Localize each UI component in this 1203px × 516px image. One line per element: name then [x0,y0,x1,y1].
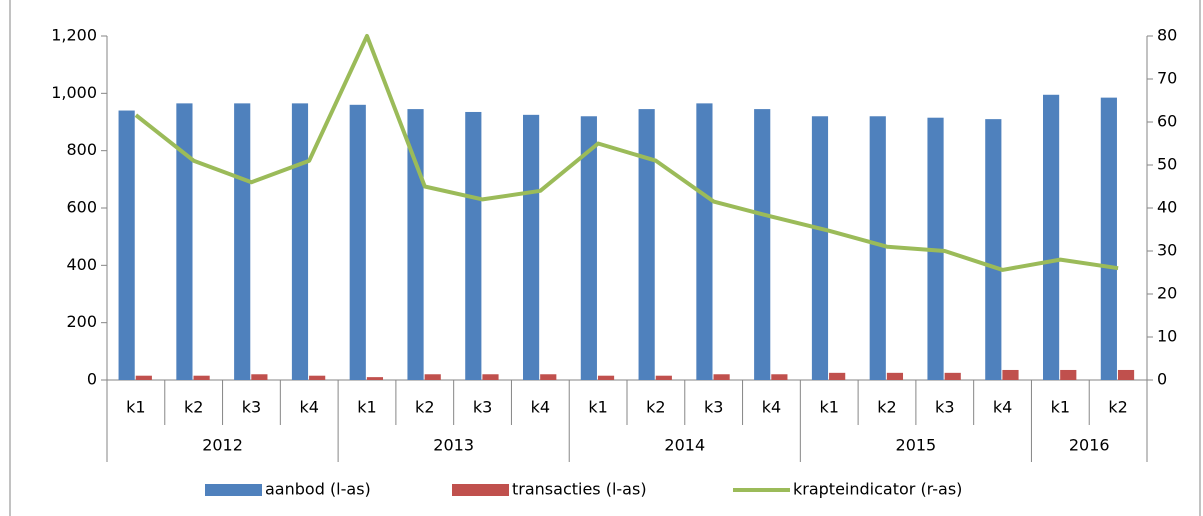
x-tick-label: k3 [242,398,261,417]
group-label: 2016 [1069,436,1110,455]
bar [771,374,788,380]
bar [1100,97,1117,380]
x-tick-label: k4 [531,398,550,417]
y2-tick-label: 20 [1157,284,1177,303]
y2-tick-label: 60 [1157,112,1177,131]
x-tick-label: k1 [819,398,838,417]
x-tick-label: k1 [588,398,607,417]
legend-label: aanbod (l-as) [265,480,371,499]
x-tick-label: k4 [299,398,318,417]
line [134,34,1119,272]
bar [638,109,655,380]
y2-tick-label: 70 [1157,69,1177,88]
bar [754,109,771,380]
bar [1117,369,1135,380]
bar [193,375,210,380]
y-tick-label: 400 [66,255,97,274]
legend-swatch [452,484,509,496]
x-tick-label: k2 [184,398,203,417]
bar [523,114,540,380]
bar [366,377,384,380]
x-tick-label: k2 [1108,398,1127,417]
legend-swatch [205,484,262,496]
bar [176,103,193,380]
bar [482,374,499,380]
bar [811,116,829,381]
y2-tick-label: 80 [1157,26,1177,45]
x-tick-label: k3 [704,398,723,417]
group-label: 2012 [202,436,243,455]
x-tick-label: k3 [473,398,492,417]
bar [696,103,713,380]
y2-tick-label: 40 [1157,198,1177,217]
y-tick-label: 1,000 [51,83,97,102]
x-tick-label: k1 [126,398,145,417]
y-tick-label: 0 [87,370,97,389]
group-label: 2013 [433,436,474,455]
bar [869,116,886,381]
x-tick-label: k1 [1051,398,1070,417]
group-label: 2015 [896,436,937,455]
bar [597,375,615,380]
y2-tick-label: 10 [1157,327,1177,346]
bar [886,372,904,380]
y-tick-label: 600 [66,198,97,217]
x-tick-label: k3 [935,398,954,417]
x-tick-label: k4 [762,398,781,417]
y2-tick-label: 50 [1157,155,1177,174]
bar [829,372,846,380]
y2-tick-label: 0 [1157,370,1167,389]
bar [1043,94,1060,381]
x-tick-label: k1 [357,398,376,417]
bar [349,104,366,381]
bar [1060,369,1077,380]
bar [234,103,251,380]
bar [1002,369,1019,380]
bar [540,374,557,380]
y-tick-label: 200 [66,312,97,331]
x-tick-label: k2 [415,398,434,417]
chart-border [9,0,1201,516]
bar [118,110,135,381]
bar [580,116,597,381]
y-tick-label: 1,200 [51,26,97,45]
x-tick-label: k2 [877,398,896,417]
bar [309,375,326,380]
bar [291,103,309,380]
bar [985,119,1002,380]
x-tick-label: k4 [993,398,1012,417]
legend-label: krapteindicator (r-as) [793,480,962,499]
y2-tick-label: 30 [1157,241,1177,260]
bar [465,111,482,380]
x-tick-label: k2 [646,398,665,417]
bar [655,375,672,380]
legend-label: transacties (l-as) [512,480,647,499]
bar [713,374,730,380]
bar [251,374,268,380]
bar [135,375,152,380]
bar [424,374,441,380]
y-tick-label: 800 [66,140,97,159]
bar [944,372,961,380]
group-label: 2014 [664,436,705,455]
